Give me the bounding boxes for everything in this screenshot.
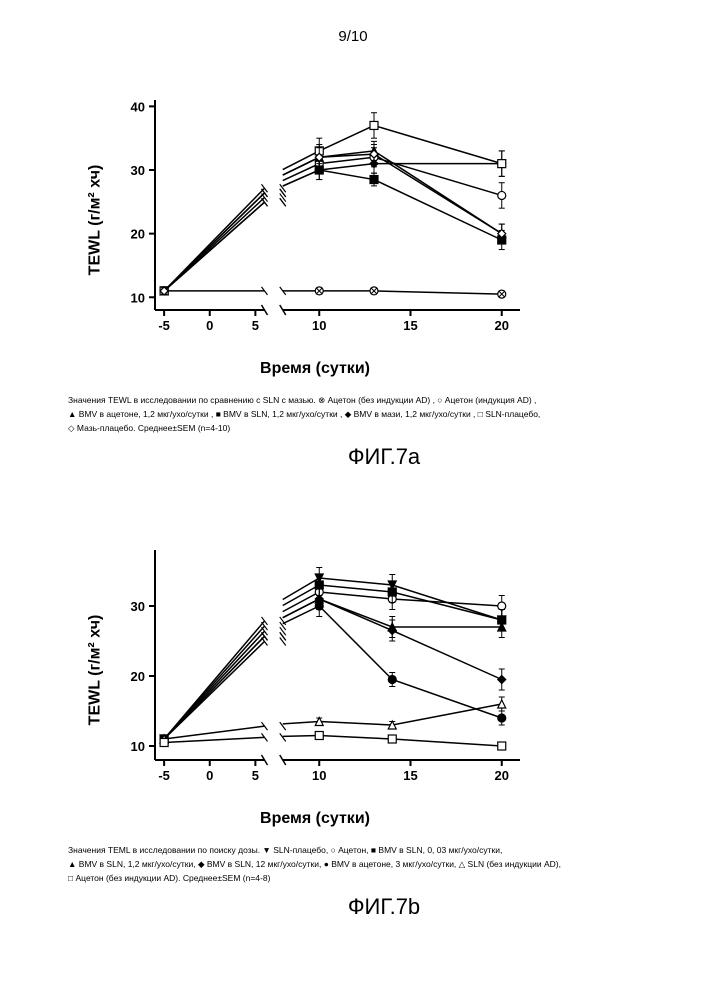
chart-7a: TEWL (г/м² хч) -50510152010203040 Время … (100, 90, 530, 350)
figure-7a: TEWL (г/м² хч) -50510152010203040 Время … (100, 90, 628, 470)
page-number: 9/10 (0, 28, 706, 45)
svg-text:0: 0 (206, 318, 213, 333)
caption-line: ▲ BMV в SLN, 1,2 мкг/ухо/сутки, ◆ BMV в … (68, 858, 628, 871)
svg-text:-5: -5 (158, 318, 170, 333)
svg-text:10: 10 (312, 318, 326, 333)
svg-text:20: 20 (131, 227, 145, 242)
caption-line: Значения TEML в исследовании по поиску д… (68, 844, 628, 857)
svg-text:40: 40 (131, 99, 145, 114)
svg-text:0: 0 (206, 768, 213, 783)
svg-text:5: 5 (252, 768, 259, 783)
caption-line: ▲ BMV в ацетоне, 1,2 мкг/ухо/сутки , ■ B… (68, 408, 628, 421)
caption-7a: Значения TEWL в исследовании по сравнени… (68, 394, 628, 434)
svg-text:30: 30 (131, 163, 145, 178)
svg-text:20: 20 (131, 669, 145, 684)
caption-line: ◇ Мазь-плацебо. Среднее±SEM (n=4-10) (68, 422, 628, 435)
svg-text:5: 5 (252, 318, 259, 333)
figure-7b: TEWL (г/м² хч) -505101520102030 Время (с… (100, 540, 628, 920)
svg-text:10: 10 (131, 290, 145, 305)
svg-text:20: 20 (495, 318, 509, 333)
caption-line: □ Ацетон (без индукции AD). Среднее±SEM … (68, 872, 628, 885)
plot-7a: -5 0 5 10 15 20 10 20 30 40 (100, 90, 530, 350)
xlabel-7a: Время (сутки) (100, 360, 530, 378)
figure-title-7a: ФИГ.7a (140, 444, 628, 470)
svg-text:15: 15 (403, 768, 417, 783)
svg-text:30: 30 (131, 599, 145, 614)
caption-line: Значения TEWL в исследовании по сравнени… (68, 394, 628, 407)
svg-text:20: 20 (495, 768, 509, 783)
chart-7b: TEWL (г/м² хч) -505101520102030 Время (с… (100, 540, 530, 800)
caption-7b: Значения TEML в исследовании по поиску д… (68, 844, 628, 884)
page: 9/10 TEWL (г/м² хч) -50510152010203040 В… (0, 0, 706, 999)
figure-title-7b: ФИГ.7b (140, 894, 628, 920)
svg-text:10: 10 (131, 739, 145, 754)
svg-text:-5: -5 (158, 768, 170, 783)
xlabel-7b: Время (сутки) (100, 810, 530, 828)
plot-7b: -5 0 5 10 15 20 10 20 30 (100, 540, 530, 800)
svg-text:15: 15 (403, 318, 417, 333)
svg-text:10: 10 (312, 768, 326, 783)
